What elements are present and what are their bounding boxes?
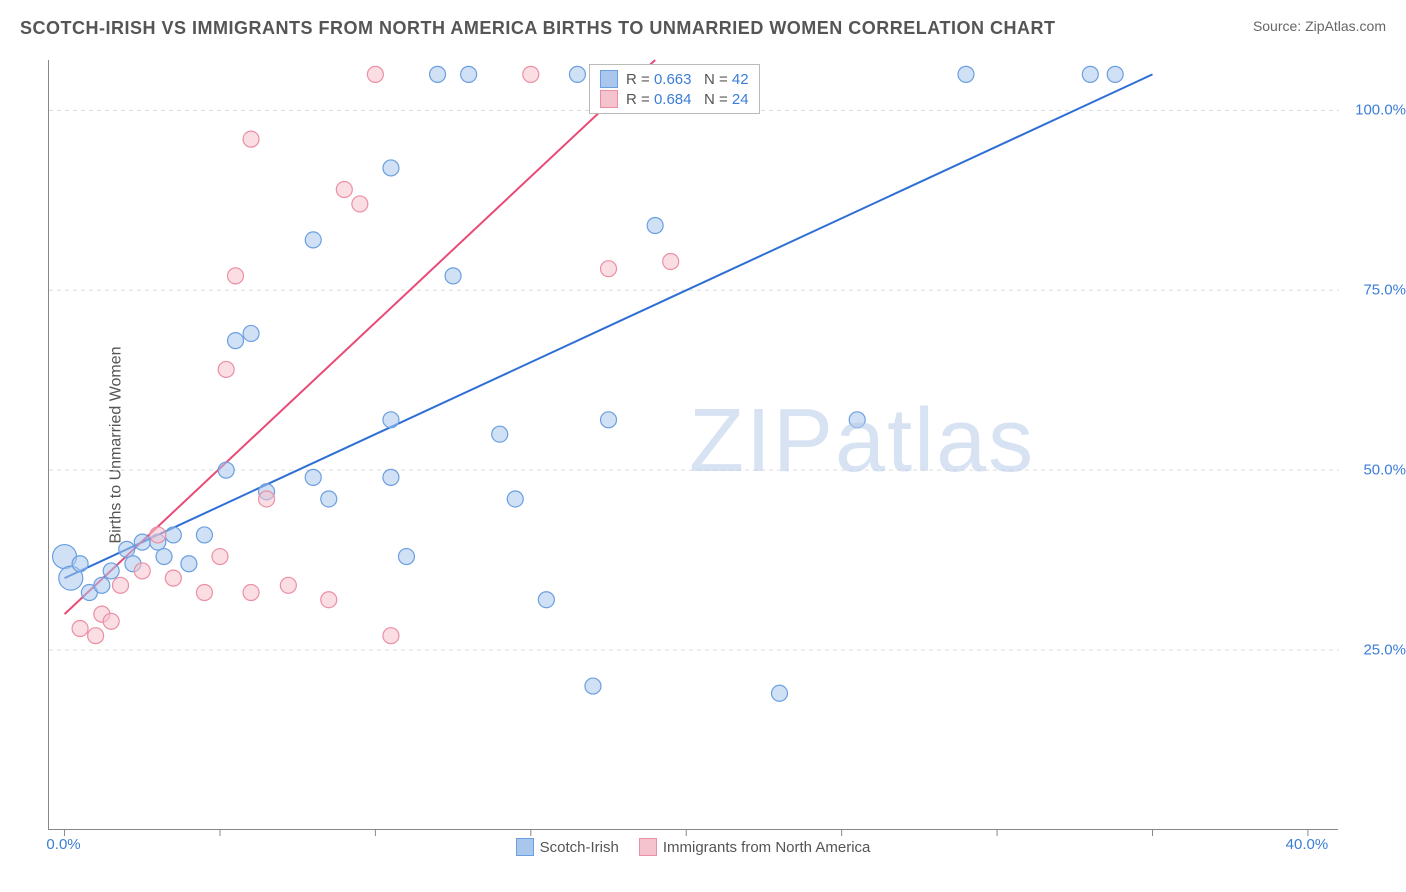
stats-row: R = 0.684 N = 24: [600, 89, 749, 109]
legend-label: Immigrants from North America: [663, 839, 871, 856]
scatter-point: [88, 628, 104, 644]
scatter-point: [398, 549, 414, 565]
stats-text: R = 0.684 N = 24: [626, 91, 749, 108]
scatter-point: [228, 268, 244, 284]
scatter-point: [647, 218, 663, 234]
y-tick-label: 100.0%: [1355, 102, 1406, 119]
scatter-point: [218, 361, 234, 377]
scatter-point: [218, 462, 234, 478]
trend-line: [65, 74, 1153, 578]
scatter-point: [112, 577, 128, 593]
stats-text: R = 0.663 N = 42: [626, 71, 749, 88]
y-tick-label: 25.0%: [1363, 642, 1406, 659]
scatter-point: [1082, 66, 1098, 82]
stats-swatch: [600, 70, 618, 88]
scatter-point: [383, 469, 399, 485]
scatter-point: [156, 549, 172, 565]
scatter-point: [150, 527, 166, 543]
legend-label: Scotch-Irish: [540, 839, 619, 856]
scatter-point: [461, 66, 477, 82]
scatter-point: [134, 563, 150, 579]
scatter-point: [352, 196, 368, 212]
scatter-point: [663, 253, 679, 269]
scatter-point: [243, 131, 259, 147]
scatter-point: [1107, 66, 1123, 82]
scatter-point: [228, 333, 244, 349]
scatter-point: [212, 549, 228, 565]
scatter-point: [321, 592, 337, 608]
plot-area: ZIPatlas R = 0.663 N = 42R = 0.684 N = 2…: [48, 60, 1338, 830]
legend-swatch: [639, 838, 657, 856]
scatter-point: [430, 66, 446, 82]
scatter-point: [383, 628, 399, 644]
stats-row: R = 0.663 N = 42: [600, 69, 749, 89]
y-tick-label: 75.0%: [1363, 282, 1406, 299]
scatter-point: [72, 556, 88, 572]
scatter-point: [507, 491, 523, 507]
scatter-point: [601, 412, 617, 428]
scatter-point: [181, 556, 197, 572]
scatter-point: [849, 412, 865, 428]
legend-item: Immigrants from North America: [639, 838, 871, 856]
scatter-point: [243, 325, 259, 341]
scatter-point: [367, 66, 383, 82]
y-tick-labels: 25.0% 50.0% 75.0% 100.0%: [1346, 60, 1406, 830]
scatter-point: [492, 426, 508, 442]
scatter-point: [569, 66, 585, 82]
scatter-point: [280, 577, 296, 593]
scatter-point: [383, 160, 399, 176]
scatter-point: [94, 577, 110, 593]
scatter-point: [305, 232, 321, 248]
scatter-point: [383, 412, 399, 428]
scatter-point: [336, 182, 352, 198]
scatter-plot-svg: [49, 60, 1339, 830]
correlation-stats-box: R = 0.663 N = 42 R = 0.684 N = 24: [589, 64, 760, 114]
source-attribution: Source: ZipAtlas.com: [1253, 18, 1386, 34]
scatter-point: [243, 585, 259, 601]
stats-swatch: [600, 90, 618, 108]
scatter-point: [103, 613, 119, 629]
scatter-point: [103, 563, 119, 579]
bottom-legend: Scotch-Irish Immigrants from North Americ…: [48, 838, 1338, 860]
legend-swatch: [516, 838, 534, 856]
chart-title: SCOTCH-IRISH VS IMMIGRANTS FROM NORTH AM…: [20, 18, 1055, 38]
scatter-point: [259, 491, 275, 507]
scatter-point: [771, 685, 787, 701]
y-tick-label: 50.0%: [1363, 462, 1406, 479]
scatter-point: [601, 261, 617, 277]
scatter-point: [196, 585, 212, 601]
scatter-point: [585, 678, 601, 694]
scatter-point: [119, 541, 135, 557]
scatter-point: [445, 268, 461, 284]
scatter-point: [165, 570, 181, 586]
scatter-point: [523, 66, 539, 82]
scatter-point: [165, 527, 181, 543]
scatter-point: [305, 469, 321, 485]
legend-item: Scotch-Irish: [516, 838, 619, 856]
chart-container: Births to Unmarried Women ZIPatlas R = 0…: [48, 60, 1338, 830]
scatter-point: [134, 534, 150, 550]
scatter-point: [321, 491, 337, 507]
chart-header: SCOTCH-IRISH VS IMMIGRANTS FROM NORTH AM…: [20, 18, 1386, 48]
scatter-point: [196, 527, 212, 543]
scatter-point: [958, 66, 974, 82]
scatter-point: [538, 592, 554, 608]
scatter-point: [72, 621, 88, 637]
